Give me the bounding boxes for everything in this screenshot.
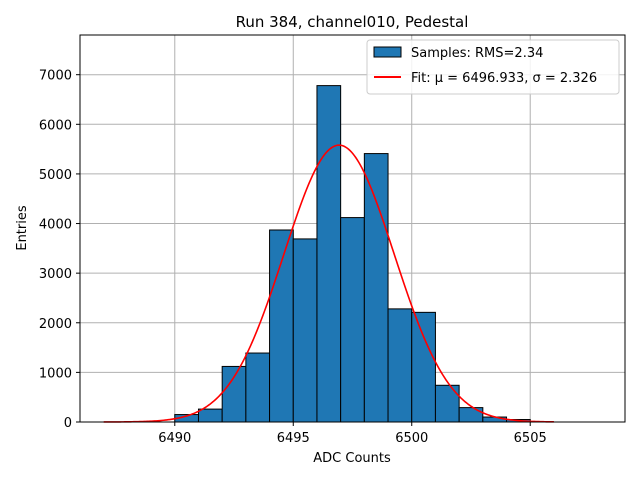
plot-frame <box>79 34 626 423</box>
x-tick-label: 6495 <box>277 431 310 446</box>
legend-samples-swatch <box>373 46 402 58</box>
histogram-bar <box>363 153 389 423</box>
histogram-bar <box>482 416 508 423</box>
x-tick-label: 6500 <box>395 431 428 446</box>
legend-fit-label: Fit: μ = 6496.933, σ = 2.326 <box>411 71 597 86</box>
y-tick-label: 0 <box>64 416 72 431</box>
histogram-bar <box>269 229 294 423</box>
chart-title: Run 384, channel010, Pedestal <box>236 13 469 31</box>
y-tick-label: 6000 <box>39 118 72 133</box>
histogram-bar <box>340 217 365 423</box>
x-tick-label: 6490 <box>158 431 191 446</box>
x-axis-label: ADC Counts <box>313 451 391 466</box>
y-tick-label: 5000 <box>39 168 72 183</box>
legend-samples-label: Samples: RMS=2.34 <box>411 46 543 61</box>
histogram-bar <box>411 311 436 423</box>
y-tick-label: 1000 <box>39 366 72 381</box>
histogram-bar <box>387 308 413 423</box>
histogram-bar <box>458 407 484 423</box>
axis-ticks: 6490 6495 6500 6505 0 1000 2000 3000 4000 5000 600… <box>39 69 547 446</box>
x-tick-label: 6505 <box>514 431 547 446</box>
histogram-bar <box>292 238 318 423</box>
y-tick-label: 3000 <box>39 267 72 282</box>
histogram-bar <box>221 365 247 423</box>
legend: Samples: RMS=2.34 Fit: μ = 6496.933, σ =… <box>366 39 620 95</box>
y-tick-label: 4000 <box>39 218 72 233</box>
y-tick-label: 2000 <box>39 317 72 332</box>
histogram-bar <box>245 352 271 423</box>
fit-curve <box>103 144 554 423</box>
histogram-bar <box>197 408 223 423</box>
y-tick-label: 7000 <box>39 69 72 84</box>
histogram-bar <box>434 384 460 423</box>
fit-curve-group <box>103 144 554 423</box>
legend-box <box>366 39 620 95</box>
y-axis-label: Entries <box>15 205 30 251</box>
histogram-bar <box>316 85 342 423</box>
